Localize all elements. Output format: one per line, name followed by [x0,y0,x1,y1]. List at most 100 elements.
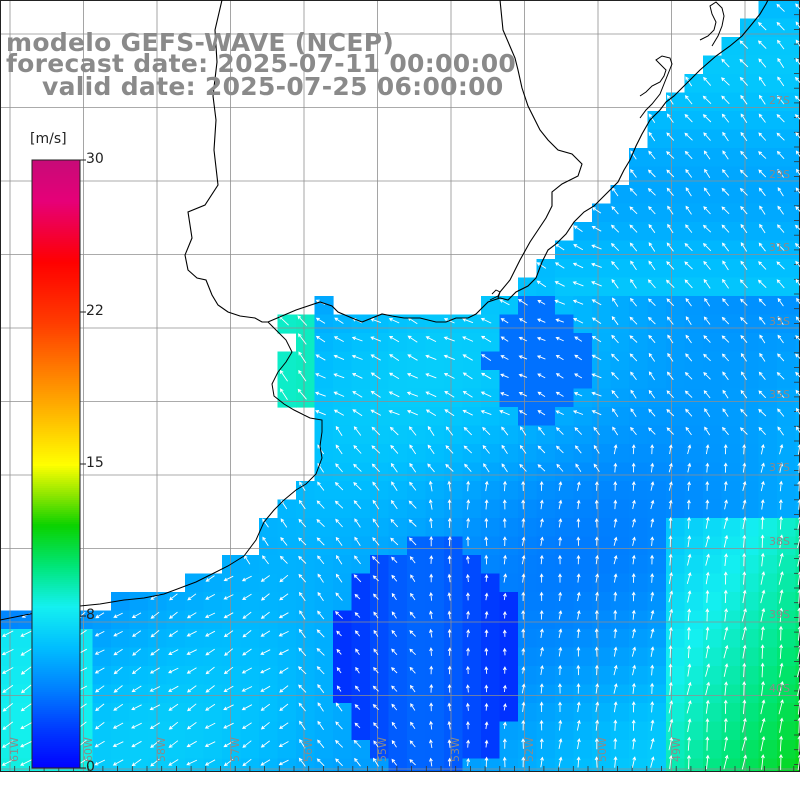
wind-arrow-icon [795,58,800,66]
wind-arrow-icon [795,150,800,158]
wind-arrow-icon [94,649,105,655]
field-cell [703,296,723,316]
field-cell [703,129,723,149]
wind-arrow-icon [629,242,638,252]
field-cell [111,592,131,612]
field-cell [703,314,723,334]
wind-arrow-icon [260,703,271,711]
field-cell [721,499,741,519]
colorbar-band [32,472,80,475]
wind-arrow-icon [613,518,618,528]
field-cell [333,314,353,334]
field-cell [499,499,519,519]
wind-arrow-icon [537,464,546,472]
field-cell [573,481,593,501]
field-cell [536,647,556,667]
wind-arrow-icon [648,334,656,344]
wind-arrow-icon [630,389,637,399]
field-cell [795,203,800,223]
wind-arrow-icon [742,662,747,678]
field-cell [499,740,519,760]
wind-arrow-icon [521,499,526,510]
field-cell [740,277,760,297]
longitude-label: 52W [523,737,536,762]
wind-arrow-icon [742,717,747,733]
colorbar-band [32,432,80,435]
colorbar-band [32,418,80,421]
wind-arrow-icon [466,592,470,601]
wind-arrow-icon [668,499,673,510]
colorbar-band [32,252,80,255]
wind-arrow-icon [794,114,800,120]
wind-arrow-icon [503,480,507,492]
wind-arrow-icon [427,425,435,436]
field-cell [555,351,575,371]
wind-arrow-icon [558,738,563,749]
wind-arrow-icon [723,462,728,473]
colorbar-band [32,608,80,611]
wind-arrow-icon [740,371,747,381]
colorbar-band [32,670,80,673]
field-cell [499,388,519,408]
field-cell [629,536,649,556]
colorbar-band [32,400,80,403]
colorbar-band [32,564,80,567]
field-cell [795,129,800,149]
colorbar-band [32,206,80,209]
wind-arrow-icon [429,720,433,730]
field-cell [758,55,778,75]
wind-arrow-icon [555,427,564,435]
field-cell [592,536,612,556]
wind-arrow-icon [742,644,747,659]
field-cell [573,610,593,630]
wind-arrow-icon [795,353,800,359]
colorbar-band [32,598,80,601]
field-cell [481,573,501,593]
field-cell [259,666,279,686]
wind-arrow-icon [539,499,544,510]
wind-arrow-icon [297,388,307,400]
field-cell [185,629,205,649]
wind-arrow-icon [20,759,33,766]
field-cell [647,536,667,556]
wind-arrow-icon [722,260,729,271]
colorbar-band [32,732,80,735]
field-cell [518,407,538,427]
field-cell [647,703,667,723]
wind-arrow-icon [502,592,507,601]
wind-arrow-icon [668,626,673,640]
wind-arrow-icon [132,648,141,656]
wind-arrow-icon [410,592,416,601]
field-cell [499,629,519,649]
wind-arrow-icon [425,354,437,361]
wind-arrow-icon [724,608,729,622]
field-cell [610,185,630,205]
field-cell [277,499,297,519]
wind-arrow-icon [466,721,470,730]
colorbar-band [32,536,80,539]
colorbar-band [32,524,80,527]
wind-arrow-icon [462,391,473,398]
wind-arrow-icon [702,95,712,105]
colorbar-band [32,166,80,169]
field-cell [314,555,334,575]
field-cell [259,536,279,556]
field-cell [610,555,630,575]
field-cell [518,610,538,630]
field-cell [647,407,667,427]
colorbar-band [32,652,80,655]
field-cell [721,314,741,334]
wind-speed-field [0,0,800,772]
wind-arrow-icon [447,665,452,675]
wind-arrow-icon [761,680,765,696]
wind-arrow-icon [1,648,14,656]
field-cell [536,610,556,630]
colorbar-band [32,630,80,633]
wind-arrow-icon [740,316,748,325]
wind-arrow-icon [391,556,398,564]
wind-arrow-icon [390,462,398,473]
colorbar-band [32,374,80,377]
wind-arrow-icon [684,242,693,252]
colorbar-band [32,302,80,305]
wind-arrow-icon [650,481,655,491]
